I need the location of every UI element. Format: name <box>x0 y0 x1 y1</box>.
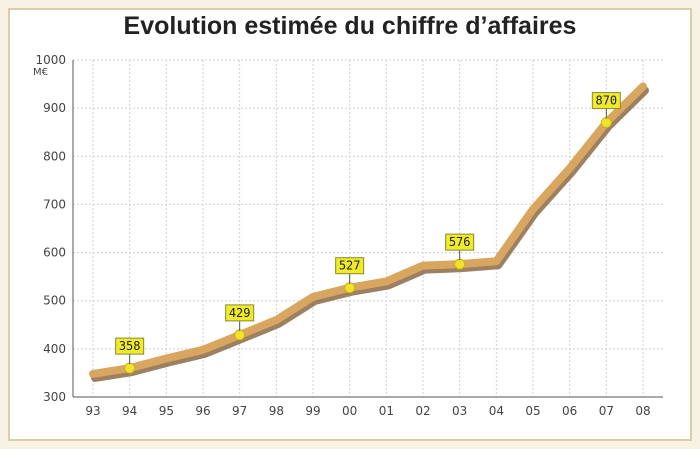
x-tick-label: 04 <box>489 404 504 418</box>
x-tick-label: 00 <box>342 404 357 418</box>
data-label: 429 <box>229 306 251 320</box>
chart-title: Evolution estimée du chiffre d’affaires <box>123 12 577 40</box>
x-tick-label: 94 <box>122 404 137 418</box>
data-label-box <box>115 337 145 355</box>
data-label: 358 <box>119 339 141 353</box>
y-axis-unit: M€ <box>33 67 48 78</box>
x-tick-label: 99 <box>305 404 320 418</box>
data-label-box <box>445 233 475 251</box>
data-label: 870 <box>595 94 617 108</box>
data-point-marker <box>234 329 246 341</box>
data-point-marker <box>600 117 612 129</box>
x-tick-label: 03 <box>452 404 467 418</box>
data-point-marker <box>124 362 136 374</box>
x-tick-label: 93 <box>85 404 100 418</box>
data-labels: 358 429 527 576 870 <box>115 92 621 365</box>
x-tick-label: 01 <box>379 404 394 418</box>
data-point-marker <box>454 258 466 270</box>
y-tick-label: 500 <box>43 294 66 308</box>
series-line <box>89 82 649 382</box>
data-point-marker <box>344 282 356 294</box>
series-line-path <box>89 82 647 378</box>
grid <box>73 59 663 397</box>
data-label: 576 <box>449 235 471 249</box>
y-tick-label: 600 <box>43 246 66 260</box>
x-tick-label: 07 <box>599 404 614 418</box>
x-tick-label: 06 <box>562 404 577 418</box>
x-tick-label: 96 <box>195 404 210 418</box>
x-tick-label: 98 <box>269 404 284 418</box>
x-tick-label: 05 <box>525 404 540 418</box>
y-tick-label: 700 <box>43 197 66 211</box>
data-label: 527 <box>339 259 361 273</box>
series-line-shadow <box>91 86 649 382</box>
x-tick-label: 08 <box>635 404 650 418</box>
data-label-box <box>225 304 255 322</box>
x-tick-label: 97 <box>232 404 247 418</box>
y-tick-label: 1000 <box>35 53 66 67</box>
y-tick-label: 400 <box>43 342 66 356</box>
y-tick-label: 900 <box>43 101 66 115</box>
axes: 300 400 500 600 700 800 900 1000 93 94 95 96 97 98 99 0… <box>33 53 663 418</box>
x-tick-label: 02 <box>415 404 430 418</box>
y-tick-label: 800 <box>43 149 66 163</box>
y-tick-label: 300 <box>43 390 66 404</box>
data-label-box <box>335 257 365 275</box>
x-tick-label: 95 <box>159 404 174 418</box>
data-label-box <box>591 92 621 110</box>
